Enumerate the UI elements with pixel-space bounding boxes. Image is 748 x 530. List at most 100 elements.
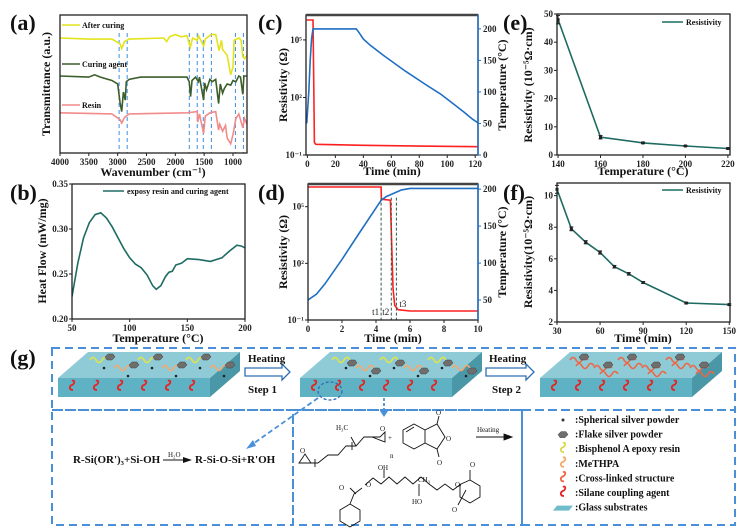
legend-label: Resin: [82, 101, 102, 110]
y-tick-label: 10²: [292, 258, 304, 268]
heating-label-1: Heating: [248, 353, 286, 365]
panel-d: (d) t1 t2 t3 0 2 4 6 8 10 10⁻¹ 10² 10⁵ 50 100 150 200 Tim…: [258, 180, 509, 345]
x-axis-title: Time (min): [614, 331, 671, 345]
legend-item: :Flake silver powder: [557, 430, 663, 441]
flake-silver: [674, 353, 686, 361]
legend-label: :MeTHPA: [575, 459, 620, 470]
heating-arrow-2: [485, 362, 535, 382]
flake-silver: [176, 361, 188, 369]
x-tick-label: 100: [440, 159, 454, 169]
structure-label-o_ester_1: O: [339, 484, 344, 492]
legend-label: :Cross-linked structure: [575, 473, 675, 484]
x-tick-label: 60: [387, 159, 397, 169]
series-resistivity-line: [308, 186, 478, 312]
spherical-silver: [150, 366, 154, 370]
flake-silver: [200, 353, 212, 361]
y-tick-label: 50: [544, 9, 554, 19]
structure-label-o_epoxide_2: O: [380, 425, 385, 433]
x-tick-label: 50: [68, 323, 78, 333]
spherical-silver: [174, 374, 178, 378]
legend-item: :Cross-linked structure: [559, 471, 675, 484]
x-tick-label: 100: [123, 323, 137, 333]
panel-label: (c): [258, 10, 282, 35]
structure-label-oh: OH: [378, 464, 388, 472]
panel-g-schematic: (g) Heating Step 1 Heating Step 2 R-Si(OR')₃+…: [10, 345, 736, 528]
y-tick-label: 0.35: [52, 179, 68, 189]
spherical-silver: [198, 366, 202, 370]
x-tick-label: 8: [442, 324, 447, 334]
x-tick-label: 80: [415, 159, 425, 169]
panel-label: (a): [10, 10, 36, 35]
panel-f: (f) 30 60 90 120 150 2 4 6 8 10 Time (min) Resistivi…: [503, 180, 737, 345]
silane-agent: [68, 379, 76, 391]
panel-c: (c) 0 20 40 60 80 100 120 10⁻¹ 10² 10⁵ 0 50 100 150 200…: [258, 10, 509, 178]
x-tick-label: 120: [468, 159, 482, 169]
y-tick-label: 2: [549, 317, 554, 327]
flake-silver: [442, 359, 454, 367]
reaction-catalyst: H₂O: [168, 451, 181, 459]
resin-chain: [185, 356, 205, 364]
y2-tick-label: 0: [483, 150, 488, 160]
structure-label-o_ketone_2: O: [452, 506, 457, 514]
structure-label-o_anhydride_1: O: [436, 409, 441, 417]
resin-chain: [89, 356, 109, 364]
silane-agent: [116, 379, 124, 391]
heating-label-2: Heating: [489, 353, 527, 365]
epoxy-resin-icon: [559, 441, 567, 454]
silane-agent: [140, 379, 148, 391]
time-marker-label: t1: [372, 307, 379, 317]
x-axis-title: Temperature (°C): [112, 331, 203, 345]
legend-label: Curing agent: [82, 60, 127, 69]
cross-linked-chain: [575, 362, 595, 370]
x-tick-label: 40: [359, 159, 369, 169]
silane-agent: [646, 379, 654, 391]
substrate-front: [540, 378, 692, 397]
y-tick-label: 30: [544, 65, 554, 75]
panel-label: (g): [10, 345, 36, 370]
time-marker-label: t3: [399, 299, 407, 309]
silane-agent: [382, 379, 390, 391]
x-tick-label: 20: [331, 159, 341, 169]
structure-label-heating: Heating: [477, 426, 500, 434]
substrate-side: [452, 352, 482, 397]
legend-item: :Spherical silver powder: [561, 415, 680, 426]
spherical-silver: [464, 374, 468, 378]
legend-label: exposy resin and curing agent: [127, 187, 229, 196]
series-resistivity-line: [306, 19, 478, 148]
flake-silver-icon: [557, 431, 569, 438]
panel-label: (d): [258, 180, 285, 205]
y2-tick-label: 150: [483, 221, 497, 231]
x-tick-label: 10: [474, 324, 484, 334]
structure-label-ho: HO: [412, 498, 422, 506]
methpa-icon: [559, 456, 567, 468]
flake-silver: [370, 367, 382, 375]
silane-agent: [334, 379, 342, 391]
glass-substrate-1: [58, 352, 240, 397]
resin-chain: [379, 356, 399, 364]
series-resistivity-line: [557, 19, 728, 150]
structure-label-h3c: H₃C: [336, 424, 348, 432]
glass-substrate-2: [300, 352, 482, 397]
y-tick-label: 0.25: [52, 269, 68, 279]
x-tick-label: 150: [181, 323, 195, 333]
series-temperature-line: [306, 28, 478, 124]
plot-frame: [307, 183, 479, 321]
spherical-silver: [222, 374, 226, 378]
x-tick-label: 4000: [51, 157, 70, 167]
cross-linked-chain: [599, 370, 619, 378]
y-tick-label: 10⁵: [292, 202, 304, 212]
flake-silver: [104, 353, 116, 361]
x-axis-title: Time (min): [363, 164, 420, 178]
x-tick-label: 2000: [166, 157, 185, 167]
x-tick-label: 150: [723, 326, 737, 336]
silane-agent: [622, 379, 630, 391]
spherical-silver: [102, 366, 106, 370]
process-box: [51, 347, 736, 411]
reaction-products: R-Si-O-Si+R'OH: [195, 454, 276, 466]
silane-icon: [559, 485, 567, 497]
structure-label-o_anhydride_3: O: [437, 459, 442, 467]
panel-label: (e): [503, 10, 527, 35]
x-tick-label: 3500: [80, 157, 99, 167]
data-point: [683, 144, 687, 148]
spherical-silver: [344, 366, 348, 370]
